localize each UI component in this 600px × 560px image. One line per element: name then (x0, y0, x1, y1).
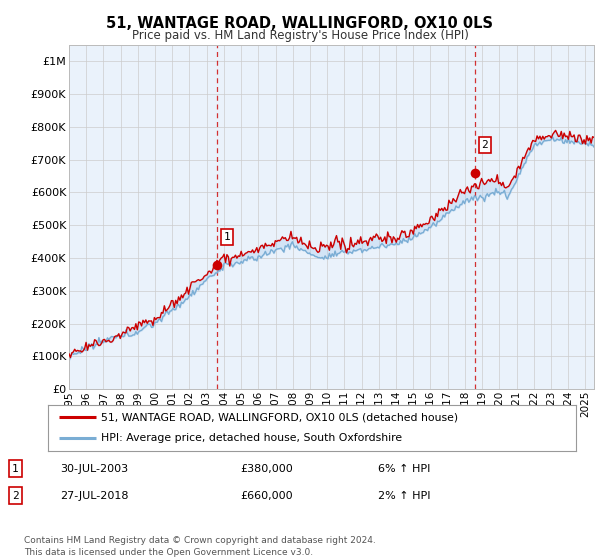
Text: 30-JUL-2003: 30-JUL-2003 (60, 464, 128, 474)
Text: HPI: Average price, detached house, South Oxfordshire: HPI: Average price, detached house, Sout… (101, 433, 402, 444)
Text: 2: 2 (12, 491, 19, 501)
Text: 1: 1 (12, 464, 19, 474)
Text: Contains HM Land Registry data © Crown copyright and database right 2024.
This d: Contains HM Land Registry data © Crown c… (24, 536, 376, 557)
Text: 2% ↑ HPI: 2% ↑ HPI (378, 491, 431, 501)
Text: 51, WANTAGE ROAD, WALLINGFORD, OX10 0LS (detached house): 51, WANTAGE ROAD, WALLINGFORD, OX10 0LS … (101, 412, 458, 422)
Text: 27-JUL-2018: 27-JUL-2018 (60, 491, 128, 501)
Text: 1: 1 (223, 232, 230, 242)
Text: 6% ↑ HPI: 6% ↑ HPI (378, 464, 430, 474)
Text: 2: 2 (482, 140, 488, 150)
Text: £660,000: £660,000 (240, 491, 293, 501)
Text: Price paid vs. HM Land Registry's House Price Index (HPI): Price paid vs. HM Land Registry's House … (131, 29, 469, 42)
Text: 51, WANTAGE ROAD, WALLINGFORD, OX10 0LS: 51, WANTAGE ROAD, WALLINGFORD, OX10 0LS (107, 16, 493, 31)
Text: £380,000: £380,000 (240, 464, 293, 474)
